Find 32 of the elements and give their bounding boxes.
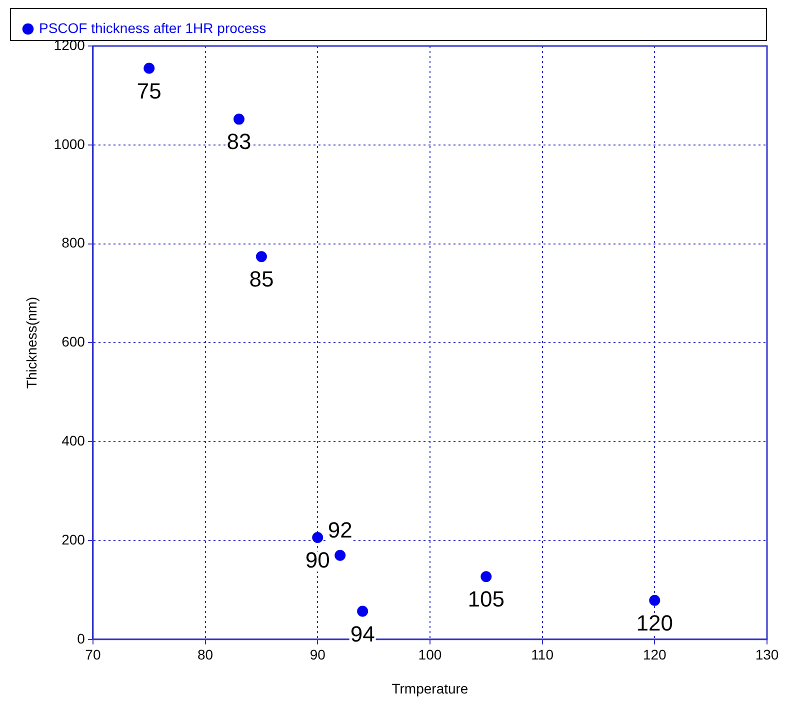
y-axis-title: Thickness(nm)	[23, 296, 40, 389]
point	[144, 62, 155, 74]
y-tick-label: 200	[62, 531, 86, 548]
point	[480, 571, 492, 582]
x-tick-label: 120	[642, 646, 667, 663]
y-tick-label: 800	[62, 234, 86, 251]
point	[334, 550, 346, 561]
annotation: 94	[350, 621, 375, 646]
x-tick-label: 100	[418, 646, 442, 663]
x-tick-label: 130	[755, 646, 779, 663]
point	[233, 114, 244, 125]
legend-label: PSCOF thickness after 1HR process	[39, 20, 266, 36]
y-tick-label: 400	[62, 432, 86, 448]
x-tick-label: 70	[85, 646, 101, 663]
x-axis-title: Trmperature	[392, 680, 468, 696]
point	[256, 251, 267, 262]
y-tick-label: 600	[62, 334, 86, 350]
y-tick-label: 0	[77, 630, 86, 646]
point	[357, 606, 368, 617]
annotation: 120	[636, 610, 674, 636]
annotation: 83	[226, 129, 252, 154]
x-tick-label: 80	[198, 646, 214, 663]
annotation: 92	[328, 517, 352, 542]
annotation: 90	[305, 548, 330, 573]
point	[312, 532, 324, 544]
y-tick-label: 1000	[54, 136, 86, 152]
annotation: 85	[249, 266, 274, 292]
annotation: 75	[136, 78, 162, 104]
annotation: 105	[468, 586, 505, 612]
x-tick-label: 110	[531, 646, 554, 663]
point	[649, 594, 660, 606]
x-tick-label: 90	[310, 646, 326, 663]
